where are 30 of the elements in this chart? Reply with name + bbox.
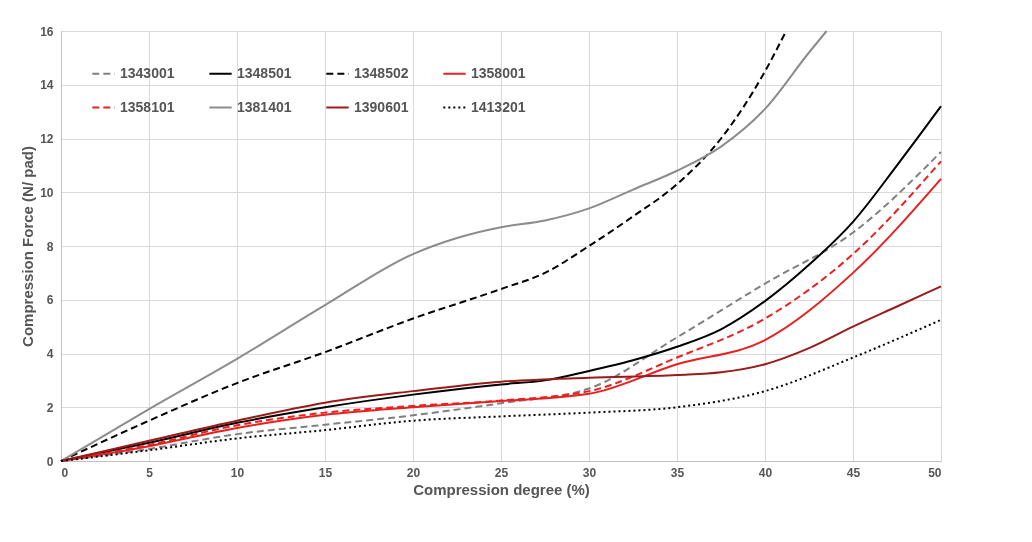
x-tick-label: 45: [846, 465, 861, 480]
legend-label: 1348501: [237, 64, 292, 81]
x-tick-label: 30: [582, 465, 597, 480]
y-tick-label: 10: [40, 185, 54, 200]
x-tick-label: 5: [146, 465, 154, 480]
y-tick-label: 12: [40, 132, 54, 146]
y-tick-label: 2: [46, 400, 54, 415]
legend-label: 1358001: [471, 64, 526, 81]
legend-label: 1348502: [354, 64, 409, 81]
y-tick-label: 16: [40, 24, 54, 39]
y-tick-label: 0: [46, 454, 54, 469]
x-tick-label: 35: [670, 465, 685, 480]
x-tick-label: 25: [494, 465, 509, 480]
x-axis-title: Compression degree (%): [413, 480, 590, 498]
x-tick-label: 0: [61, 465, 69, 480]
y-tick-label: 4: [46, 347, 54, 361]
legend-label: 1390601: [354, 98, 409, 115]
legend-label: 1358101: [120, 98, 175, 115]
x-tick-label: 40: [758, 465, 773, 480]
x-tick-label: 15: [318, 465, 333, 480]
y-axis-title: Compression Force (N/ pad): [19, 146, 37, 347]
x-tick-label: 20: [406, 465, 421, 480]
legend-label: 1413201: [471, 98, 526, 115]
legend-label: 1343001: [120, 64, 175, 81]
x-tick-label: 50: [928, 465, 942, 480]
legend-label: 1381401: [237, 98, 292, 115]
x-tick-label: 10: [230, 465, 245, 480]
y-tick-label: 8: [46, 239, 54, 254]
y-tick-label: 6: [46, 293, 54, 308]
y-tick-label: 14: [40, 78, 54, 93]
